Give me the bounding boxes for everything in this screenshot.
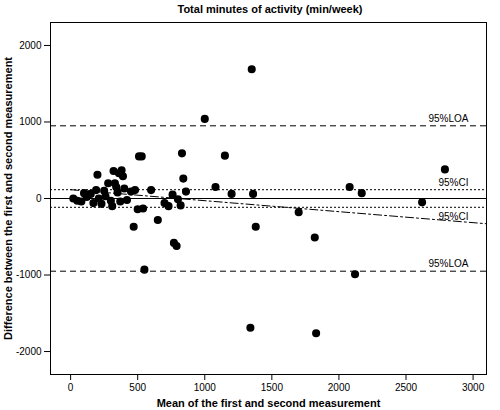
svg-text:1000: 1000 <box>19 116 42 127</box>
svg-text:0: 0 <box>68 382 74 393</box>
svg-text:95%LOA: 95%LOA <box>428 258 468 269</box>
svg-text:1000: 1000 <box>194 382 217 393</box>
svg-text:Difference between the first a: Difference between the first and second … <box>2 57 14 340</box>
svg-text:-2000: -2000 <box>16 346 42 357</box>
svg-text:Mean of the first and second m: Mean of the first and second measurement <box>157 397 381 409</box>
svg-text:2000: 2000 <box>328 382 351 393</box>
svg-text:1500: 1500 <box>261 382 284 393</box>
svg-text:0: 0 <box>36 193 42 204</box>
svg-text:500: 500 <box>129 382 146 393</box>
html-text:Total minutes of activity (min: Total minutes of activity (min/week) <box>177 3 363 15</box>
svg-text:95%LOA: 95%LOA <box>428 113 468 124</box>
svg-text:3000: 3000 <box>462 382 485 393</box>
svg-text:95%CI: 95%CI <box>438 211 468 222</box>
svg-text:95%CI: 95%CI <box>438 177 468 188</box>
svg-text:2500: 2500 <box>395 382 418 393</box>
svg-text:2000: 2000 <box>19 40 42 51</box>
svg-text:-1000: -1000 <box>16 269 42 280</box>
